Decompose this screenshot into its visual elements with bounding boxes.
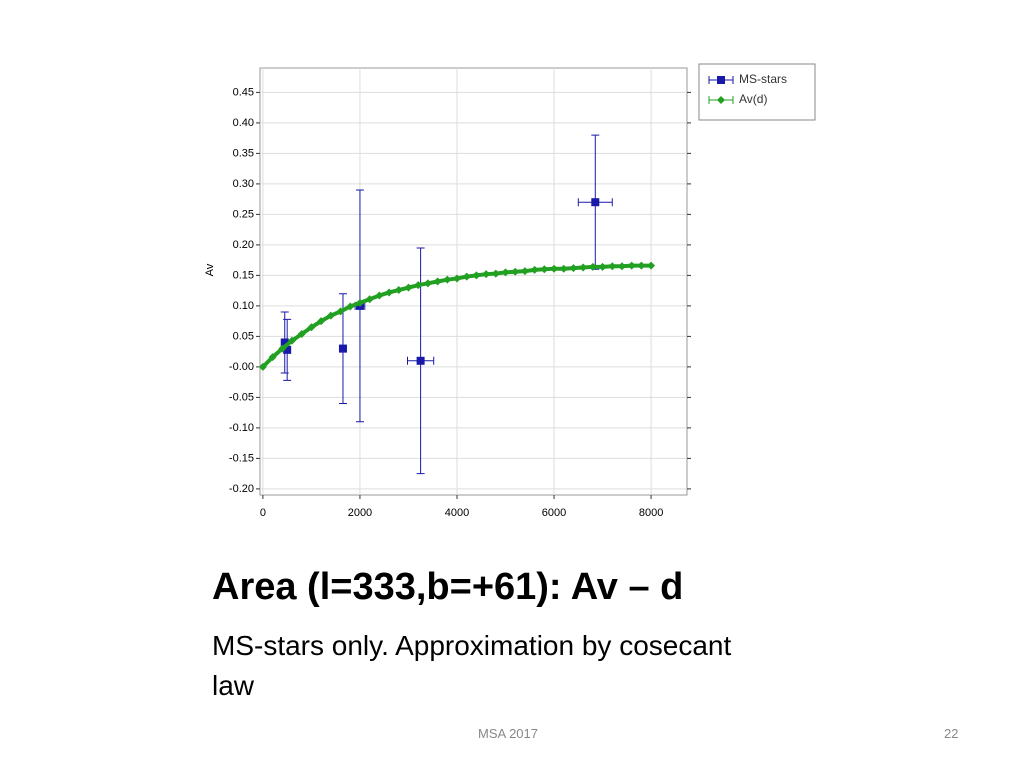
page-number: 22 [944,726,959,741]
data-point [365,295,374,304]
slide-body: MS-stars only. Approximation by cosecant… [212,630,732,701]
data-point [472,271,481,280]
plot-area [259,67,688,496]
y-tick-label: -0.00 [229,361,254,373]
y-tick-label: 0.45 [233,86,254,98]
data-point [550,264,559,273]
y-tick-label: 0.15 [233,269,254,281]
data-point [617,262,626,271]
y-tick-label: -0.20 [229,483,254,495]
data-point [530,265,539,274]
data-point [423,279,432,288]
data-point [336,307,345,316]
data-point [283,345,292,354]
data-point [453,274,462,283]
data-point [443,275,452,284]
legend-box [698,63,816,121]
y-tick-label: 0.40 [233,117,254,129]
y-tick-label: -0.10 [229,422,254,434]
x-tick-label: 8000 [639,507,663,519]
data-point [598,262,607,271]
data-point [326,311,335,320]
x-tick-label: 0 [260,507,266,519]
data-point [559,264,568,273]
legend-marker [717,96,725,104]
legend-marker [717,76,725,84]
data-point [491,269,500,278]
data-point [385,288,394,297]
data-point [462,272,471,281]
data-point [416,356,425,365]
data-point [394,286,403,295]
data-point [579,263,588,272]
data-point [569,264,578,273]
slide-title: Area (l=333,b=+61): Av – d [212,566,684,608]
data-point [511,267,520,276]
y-tick-label: -0.05 [229,391,254,403]
data-point [501,268,510,277]
data-point [346,302,355,311]
y-tick-label: -0.15 [229,452,254,464]
footer: MSA 2017 [478,726,538,741]
x-tick-label: 4000 [445,507,469,519]
data-point [297,329,306,338]
x-tick-label: 6000 [542,507,566,519]
y-axis-label: Av [204,263,216,276]
y-tick-label: 0.30 [233,178,254,190]
data-point [355,298,364,307]
data-point [591,198,600,207]
x-tick-label: 2000 [348,507,372,519]
y-tick-label: 0.20 [233,239,254,251]
y-tick-label: 0.10 [233,300,254,312]
data-point [258,362,267,371]
chart: Av 0.45 0.40 0.35 0.30 0.25 0.20 0.15 0.10 0.05 -… [204,63,816,519]
data-point [414,281,423,290]
data-point [288,336,297,345]
data-point [280,338,289,347]
data-point [482,270,491,279]
data-point [647,261,656,270]
data-point [637,261,646,270]
y-tick-label: 0.05 [233,330,254,342]
data-point [375,291,384,300]
data-point [433,277,442,286]
data-point [268,353,277,362]
data-point [608,262,617,271]
data-point [540,265,549,274]
data-point [627,261,636,270]
data-point [588,262,597,271]
data-point [317,317,326,326]
data-point [404,283,413,292]
data-point [278,344,287,353]
data-point [338,344,347,353]
data-point [307,323,316,332]
legend-label: MS-stars [739,72,787,86]
y-tick-label: 0.35 [233,147,254,159]
legend-label: Av(d) [739,92,767,106]
data-point [520,267,529,276]
y-tick-label: 0.25 [233,208,254,220]
